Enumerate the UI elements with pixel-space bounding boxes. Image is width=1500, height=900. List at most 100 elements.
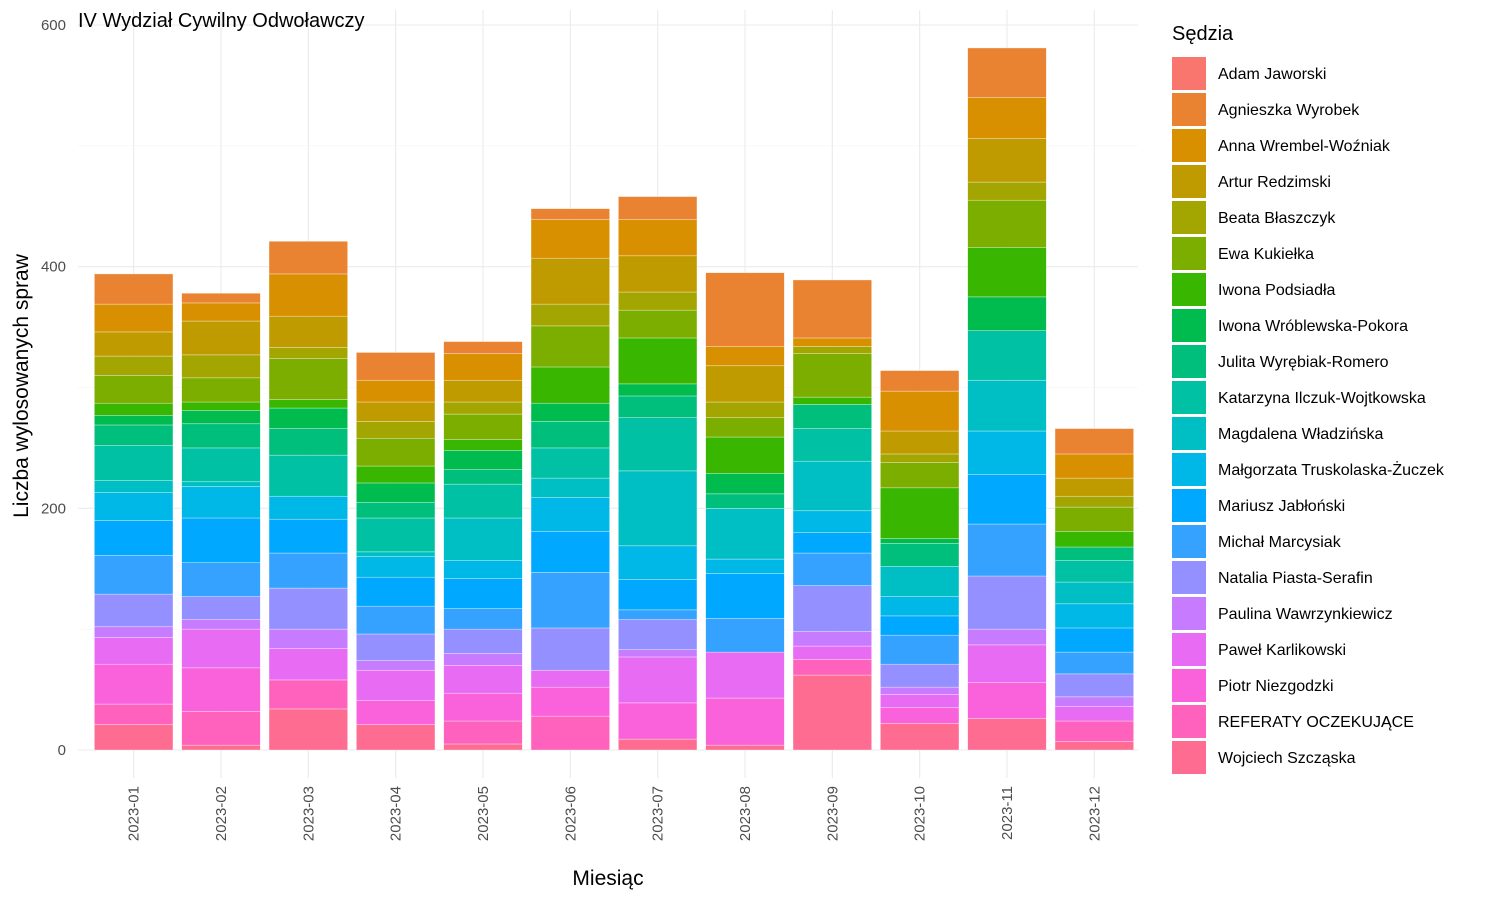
bar-segment: [530, 219, 610, 259]
legend-swatch: [1172, 129, 1206, 162]
bar-segment: [618, 579, 698, 611]
bar-segment: [880, 694, 960, 709]
bar-segment: [880, 723, 960, 751]
bar-segment: [94, 375, 174, 404]
bar-segment: [181, 562, 261, 597]
bar-segment: [705, 493, 785, 509]
bar-segment: [181, 410, 261, 425]
bar-segment: [618, 395, 698, 419]
bar-segment: [705, 617, 785, 653]
bar-segment: [356, 576, 436, 607]
legend-swatch: [1172, 345, 1206, 378]
x-tick-label: 2023-08: [737, 786, 754, 841]
bar-segment: [181, 423, 261, 449]
legend-item: Paulina Wawrzynkiewicz: [1172, 597, 1393, 630]
bar-segment: [443, 653, 523, 666]
bar-segment: [618, 609, 698, 620]
bar-segment: [530, 530, 610, 573]
bar-segment: [268, 315, 348, 348]
bar-segment: [94, 303, 174, 333]
bar-segment: [530, 447, 610, 479]
bar-segment: [618, 470, 698, 547]
bar-segment: [1054, 495, 1134, 508]
bar-segment: [618, 196, 698, 220]
bar-segment: [443, 450, 523, 470]
legend: Sędzia Adam Jaworski Agnieszka Wyrobek Ann…: [1172, 23, 1445, 774]
bar-segment: [705, 417, 785, 438]
bar-segment: [356, 660, 436, 671]
bar-segment: [94, 445, 174, 481]
bar-stack: [880, 370, 960, 751]
bar-segment: [1054, 673, 1134, 698]
bar-segment: [94, 414, 174, 426]
x-tick-label: 2023-09: [824, 786, 841, 841]
bar-segment: [618, 337, 698, 385]
bar-segment: [1054, 651, 1134, 675]
bar-segment: [530, 477, 610, 498]
bar-segment: [181, 596, 261, 620]
bar-segment: [356, 669, 436, 701]
legend-item: Iwona Podsiadła: [1172, 273, 1336, 306]
bar-stack: [530, 208, 610, 751]
bar-segment: [967, 47, 1047, 98]
legend-swatch: [1172, 309, 1206, 342]
bar-segment: [967, 682, 1047, 719]
bar-segment: [967, 181, 1047, 201]
bar-segment: [94, 663, 174, 705]
bar-segment: [618, 619, 698, 651]
bar-segment: [268, 628, 348, 649]
legend-label: Julita Wyręb​iak-Romero: [1218, 354, 1389, 371]
bar-segment: [967, 628, 1047, 646]
x-axis-title: Miesiąc: [572, 867, 643, 890]
bar-segment: [967, 644, 1047, 683]
bar-segment: [1054, 720, 1134, 742]
bar-segment: [880, 462, 960, 489]
bar-segment: [618, 649, 698, 658]
bar-segment: [94, 520, 174, 556]
bar-stack: [705, 272, 785, 751]
bars-layer: [94, 47, 1134, 751]
bar-segment: [880, 634, 960, 665]
bar-segment: [530, 366, 610, 404]
legend-item: Beata Błaszczyk: [1172, 201, 1336, 234]
bar-segment: [268, 358, 348, 400]
bar-segment: [530, 572, 610, 629]
bar-segment: [618, 383, 698, 397]
bar-segment: [530, 421, 610, 449]
bar-segment: [618, 309, 698, 339]
legend-label: Adam Jaworski: [1218, 66, 1326, 83]
x-tick-label: 2023-05: [475, 786, 492, 841]
x-tick-label: 2023-07: [650, 786, 667, 841]
bar-segment: [181, 401, 261, 411]
bar-segment: [967, 97, 1047, 139]
legend-item: Anna Wrembel-Woźniak: [1172, 129, 1391, 162]
legend-label: Natalia Piasta-Serafin: [1218, 570, 1373, 587]
legend-label: Paweł Karlikowski: [1218, 642, 1346, 659]
bar-segment: [1054, 741, 1134, 751]
legend-label: Agnieszka Wyrobek: [1218, 102, 1360, 119]
legend-item: Wojciech Szcząska: [1172, 741, 1356, 774]
legend-label: Iwona Podsiadła: [1218, 282, 1336, 299]
legend-item: Agnieszka Wyrobek: [1172, 93, 1360, 126]
bar-segment: [880, 543, 960, 567]
bar-segment: [880, 538, 960, 544]
legend-label: Małgorzata Truskolaska-Żuczek: [1218, 460, 1445, 479]
bar-segment: [618, 702, 698, 740]
bar-segment: [356, 401, 436, 422]
bar-segment: [356, 556, 436, 578]
bar-stack: [1054, 428, 1134, 751]
y-axis-title: Liczba wylosowanych spraw: [10, 253, 33, 518]
bar-segment: [792, 510, 872, 533]
bar-segment: [268, 518, 348, 554]
bar-segment: [880, 686, 960, 695]
bar-segment: [94, 703, 174, 725]
bar-stack: [356, 352, 436, 751]
legend-label: Katarzyna Ilczuk-Wojtkowska: [1218, 390, 1426, 407]
bar-segment: [268, 399, 348, 409]
bar-segment: [268, 454, 348, 497]
bar-stack: [967, 47, 1047, 751]
bar-segment: [356, 437, 436, 467]
bar-segment: [356, 700, 436, 725]
y-tick-label: 400: [41, 259, 66, 276]
legend-swatch: [1172, 417, 1206, 450]
